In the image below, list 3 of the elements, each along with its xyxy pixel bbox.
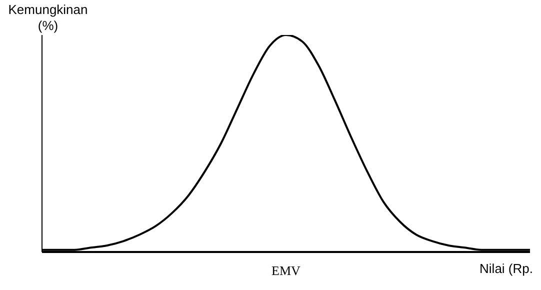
text: EMV xyxy=(270,263,302,279)
x-axis-title: Nilai (Rp. xyxy=(480,261,533,276)
y-axis-title: Kemungkinan (%) xyxy=(8,2,88,34)
